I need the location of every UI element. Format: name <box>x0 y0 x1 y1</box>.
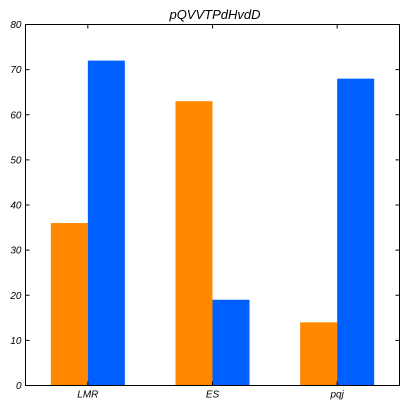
y-tick-label: 60 <box>10 110 22 121</box>
x-axis: LMR ES pqj <box>77 24 345 401</box>
y-tick-label: 80 <box>10 20 22 31</box>
x-tick-label: LMR <box>77 390 98 401</box>
bars-group <box>50 60 375 386</box>
bar-ES-series-1 <box>175 101 213 386</box>
chart-title: pQVVTPdHvdD <box>168 7 260 22</box>
y-axis: 0 10 20 30 40 50 60 70 80 <box>9 20 400 392</box>
y-tick-label: 40 <box>10 201 22 212</box>
plot-frame <box>25 24 400 386</box>
y-tick-label: 10 <box>10 336 22 347</box>
y-tick-label: 70 <box>10 65 22 76</box>
y-tick-label: 30 <box>10 246 22 257</box>
bar-LMR-series-2 <box>87 60 125 386</box>
bar-ES-series-2 <box>212 299 250 386</box>
y-tick-label: 50 <box>10 155 22 166</box>
x-tick-label: ES <box>206 390 220 401</box>
x-tick-label: pqj <box>329 390 344 401</box>
bar-pqj-series-2 <box>337 78 375 386</box>
bar-pqj-series-1 <box>300 322 338 386</box>
bar-LMR-series-1 <box>50 223 88 386</box>
y-tick-label: 20 <box>9 291 22 302</box>
y-tick-label: 0 <box>16 381 22 392</box>
